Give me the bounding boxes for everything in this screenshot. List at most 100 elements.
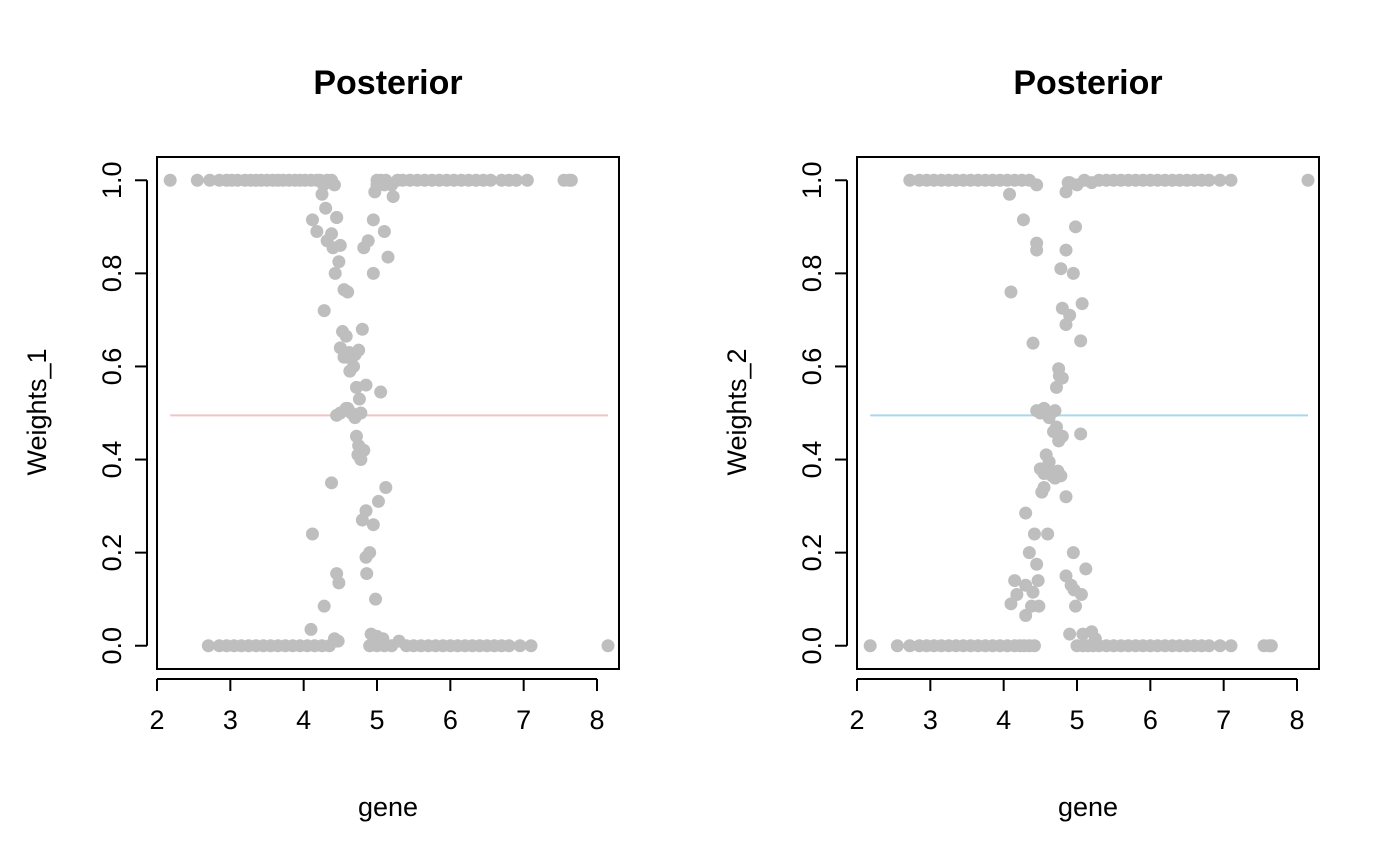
data-point xyxy=(379,480,393,494)
data-point xyxy=(1088,632,1102,646)
data-point xyxy=(377,178,391,192)
data-point xyxy=(1074,334,1088,348)
plot-frame xyxy=(856,156,1320,670)
data-point xyxy=(201,639,215,653)
data-point xyxy=(1048,404,1062,418)
data-point xyxy=(1026,585,1040,599)
data-point xyxy=(332,255,346,269)
data-point xyxy=(203,173,217,187)
data-point xyxy=(1213,639,1227,653)
data-point xyxy=(366,213,380,227)
y-tick-label: 0.4 xyxy=(797,441,827,479)
x-axis-label: gene xyxy=(358,792,418,822)
y-axis-label: Weights_2 xyxy=(722,348,752,475)
y-tick-label: 0.8 xyxy=(97,255,127,293)
data-point xyxy=(1030,178,1044,192)
data-point xyxy=(1059,243,1073,257)
y-tick-label: 0.0 xyxy=(97,627,127,665)
y-axis: 0.0 0.2 0.4 0.6 0.8 1.0 xyxy=(97,161,148,665)
x-tick-label: 7 xyxy=(516,705,531,735)
data-point xyxy=(325,227,339,241)
data-point xyxy=(310,224,324,238)
data-point xyxy=(360,567,374,581)
data-point xyxy=(1035,485,1049,499)
x-tick-label: 8 xyxy=(589,705,604,735)
x-axis-label: gene xyxy=(1058,792,1118,822)
data-point xyxy=(317,599,331,613)
x-axis: 2 3 4 5 6 7 8 xyxy=(149,678,605,735)
plot-frame xyxy=(156,156,620,670)
data-point xyxy=(1019,506,1033,520)
x-tick-label: 4 xyxy=(296,705,311,735)
data-point xyxy=(524,639,538,653)
data-point xyxy=(163,173,177,187)
x-tick-label: 7 xyxy=(1216,705,1231,735)
data-point xyxy=(1008,574,1022,588)
data-point xyxy=(1004,597,1018,611)
data-point xyxy=(1059,490,1073,504)
y-axis-label: Weights_1 xyxy=(22,348,52,475)
data-point xyxy=(374,385,388,399)
data-point xyxy=(304,622,318,636)
data-point xyxy=(564,173,578,187)
data-point xyxy=(1030,243,1044,257)
data-point xyxy=(903,173,917,187)
data-point xyxy=(331,634,345,648)
data-point xyxy=(1074,588,1088,602)
data-point xyxy=(513,639,527,653)
data-point xyxy=(1202,639,1216,653)
data-point xyxy=(1061,176,1075,190)
y-tick-label: 1.0 xyxy=(97,161,127,199)
data-point xyxy=(903,639,917,653)
y-tick-label: 0.0 xyxy=(797,627,827,665)
data-point xyxy=(359,504,373,518)
data-point xyxy=(1301,173,1315,187)
x-tick-label: 4 xyxy=(996,705,1011,735)
data-point xyxy=(376,632,390,646)
data-point xyxy=(1055,429,1069,443)
data-point xyxy=(502,639,516,653)
data-point xyxy=(1054,262,1068,276)
data-point xyxy=(1264,639,1278,653)
data-point xyxy=(863,639,877,653)
data-point xyxy=(1026,336,1040,350)
data-point xyxy=(348,348,362,362)
data-point xyxy=(328,266,342,280)
data-point xyxy=(1213,173,1227,187)
data-point xyxy=(1031,574,1045,588)
data-point xyxy=(305,213,319,227)
x-tick-label: 6 xyxy=(1143,705,1158,735)
data-point xyxy=(325,476,339,490)
data-point xyxy=(357,443,371,457)
data-point xyxy=(359,378,373,392)
data-point xyxy=(1075,297,1089,311)
x-tick-label: 5 xyxy=(1069,705,1084,735)
x-tick-label: 6 xyxy=(443,705,458,735)
data-point xyxy=(1069,599,1083,613)
data-point xyxy=(1224,173,1238,187)
y-tick-label: 0.2 xyxy=(797,534,827,572)
data-point xyxy=(355,322,369,336)
chart-title: Posterior xyxy=(313,64,462,102)
data-point xyxy=(1079,562,1093,576)
data-point xyxy=(1010,588,1024,602)
data-point xyxy=(1074,427,1088,441)
data-point xyxy=(1027,639,1041,653)
x-tick-label: 3 xyxy=(223,705,238,735)
x-tick-label: 8 xyxy=(1289,705,1304,735)
data-point xyxy=(371,494,385,508)
data-point xyxy=(484,173,498,187)
y-tick-label: 0.8 xyxy=(797,255,827,293)
data-point xyxy=(366,266,380,280)
data-point xyxy=(1063,627,1077,641)
data-point xyxy=(1041,527,1055,541)
data-point xyxy=(369,592,383,606)
data-point xyxy=(377,224,391,238)
data-point xyxy=(344,406,358,420)
data-point xyxy=(354,406,368,420)
x-tick-label: 5 xyxy=(369,705,384,735)
data-point xyxy=(327,178,341,192)
data-point xyxy=(317,304,331,318)
